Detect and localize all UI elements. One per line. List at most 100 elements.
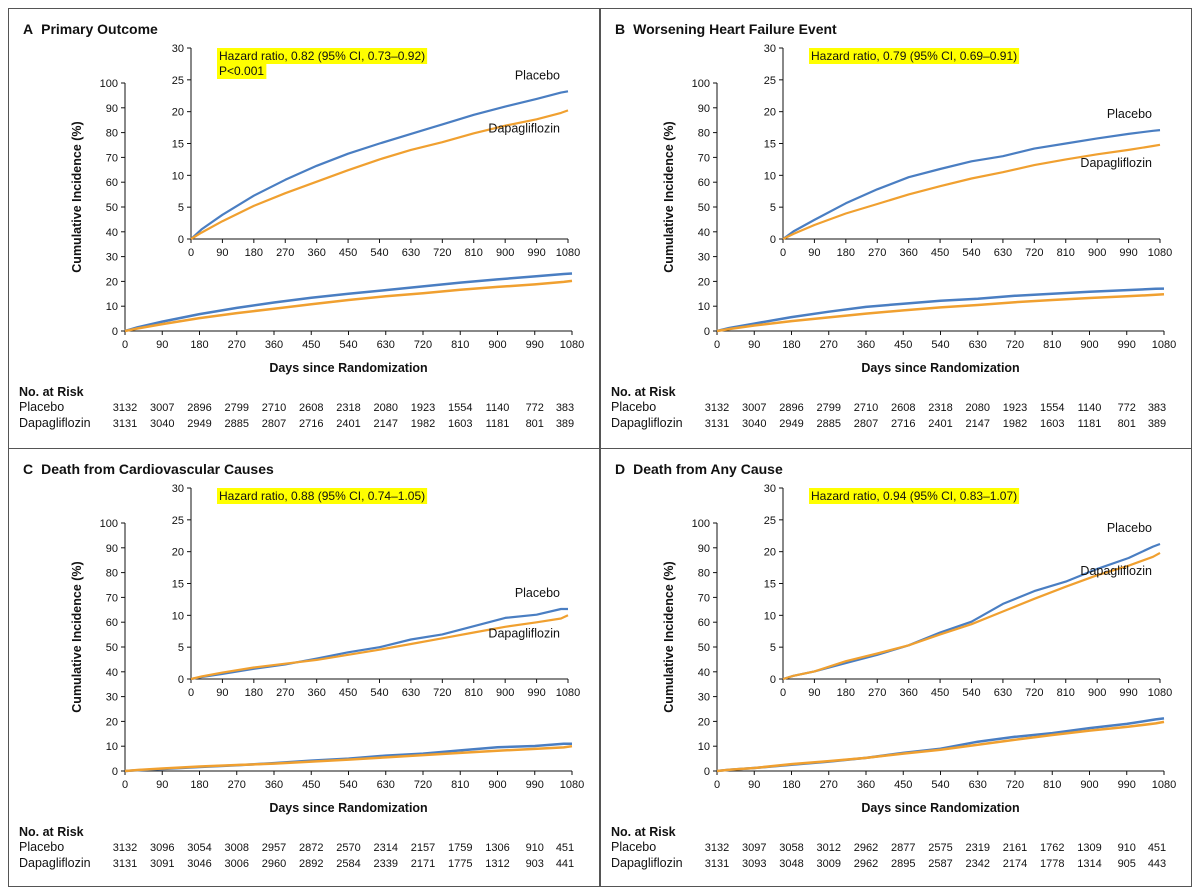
inset-y-tick-label: 10 <box>172 610 184 622</box>
main-x-tick-label: 720 <box>1006 779 1024 791</box>
panel-title-text: Worsening Heart Failure Event <box>633 21 837 37</box>
main-x-tick-label: 180 <box>190 339 208 351</box>
y-axis-title: Cumulative Incidence (%) <box>70 561 84 712</box>
at-risk-value: 1314 <box>1077 858 1101 870</box>
main-x-tick-label: 900 <box>1080 339 1098 351</box>
panel-title-text: Death from Any Cause <box>633 461 783 477</box>
series-label-placebo: Placebo <box>1107 521 1152 535</box>
main-y-tick-label: 90 <box>698 543 710 555</box>
inset-x-tick-label: 630 <box>994 247 1012 259</box>
at-risk-value: 1923 <box>411 402 435 414</box>
at-risk-value: 910 <box>1118 842 1136 854</box>
inset-x-tick-label: 990 <box>527 247 545 259</box>
x-axis-title: Days since Randomization <box>269 361 427 375</box>
at-risk-value: 3006 <box>225 858 249 870</box>
at-risk-row-label: Placebo <box>19 840 64 854</box>
hazard-ratio-text: Hazard ratio, 0.82 (95% CI, 0.73–0.92) <box>219 49 425 63</box>
inset-x-tick-label: 900 <box>496 687 514 699</box>
at-risk-value: 2807 <box>854 418 878 430</box>
at-risk-value: 451 <box>1148 842 1166 854</box>
panel-d: D Death from Any Cause 0 10 20 30 40 50 60 70 80 9… <box>600 448 1192 887</box>
at-risk-value: 1778 <box>1040 858 1064 870</box>
hazard-ratio-highlight <box>217 63 267 79</box>
at-risk-row-label: Dapagliflozin <box>611 416 683 430</box>
main-y-tick-label: 30 <box>698 252 710 264</box>
at-risk-value: 451 <box>556 842 574 854</box>
main-x-tick-label: 630 <box>969 779 987 791</box>
at-risk-value: 2872 <box>299 842 323 854</box>
at-risk-value: 3132 <box>113 842 137 854</box>
at-risk-value: 2314 <box>374 842 398 854</box>
at-risk-value: 3097 <box>742 842 766 854</box>
inset-x-tick-label: 270 <box>868 687 886 699</box>
at-risk-value: 2161 <box>1003 842 1027 854</box>
inset-y-tick-label: 25 <box>172 515 184 527</box>
at-risk-value: 2147 <box>966 418 990 430</box>
inset-series-line-placebo <box>782 129 1161 240</box>
inset-y-tick-label: 10 <box>172 170 184 182</box>
series-label-placebo: Placebo <box>515 586 560 600</box>
inset-series-line-placebo <box>190 607 568 681</box>
inset-x-tick-label: 810 <box>465 247 483 259</box>
inset-x-tick-label: 90 <box>808 247 820 259</box>
hazard-ratio-highlight <box>809 48 1020 64</box>
inset-x-tick-label: 90 <box>808 687 820 699</box>
inset-x-tick-label: 450 <box>339 247 357 259</box>
at-risk-value: 3091 <box>150 858 174 870</box>
y-axis-title: Cumulative Incidence (%) <box>70 121 84 272</box>
at-risk-value: 3008 <box>225 842 249 854</box>
y-axis-title: Cumulative Incidence (%) <box>662 561 676 712</box>
at-risk-value: 2885 <box>817 418 841 430</box>
inset-x-tick-label: 990 <box>1119 247 1137 259</box>
main-y-tick-label: 60 <box>106 177 118 189</box>
inset-x-tick-label: 720 <box>433 687 451 699</box>
at-risk-value: 3048 <box>779 858 803 870</box>
at-risk-value: 3132 <box>705 842 729 854</box>
main-x-tick-label: 450 <box>302 779 320 791</box>
inset-x-tick-label: 900 <box>1088 687 1106 699</box>
at-risk-value: 3007 <box>150 402 174 414</box>
inset-y-tick-label: 30 <box>172 483 184 495</box>
inset-y-tick-label: 30 <box>764 483 776 495</box>
inset-x-tick-label: 360 <box>899 687 917 699</box>
inset-x-tick-label: 540 <box>370 247 388 259</box>
panel-letter: A <box>23 21 34 37</box>
at-risk-value: 2587 <box>928 858 952 870</box>
at-risk-value: 2716 <box>891 418 915 430</box>
hazard-ratio-highlight <box>217 48 428 64</box>
inset-y-tick-label: 0 <box>770 234 776 246</box>
at-risk-value: 2799 <box>817 402 841 414</box>
main-x-tick-label: 630 <box>377 339 395 351</box>
inset-x-tick-label: 450 <box>339 687 357 699</box>
inset-x-tick-label: 1080 <box>1148 687 1172 699</box>
main-y-tick-label: 20 <box>106 276 118 288</box>
main-series-line-dapagliflozin <box>124 744 573 773</box>
at-risk-value: 3132 <box>705 402 729 414</box>
at-risk-value: 1181 <box>1078 418 1102 430</box>
main-y-tick-label: 40 <box>106 227 118 239</box>
at-risk-value: 3093 <box>742 858 766 870</box>
main-y-tick-label: 100 <box>100 78 118 90</box>
main-y-tick-label: 0 <box>704 766 710 778</box>
at-risk-value: 905 <box>1118 858 1136 870</box>
inset-x-tick-label: 270 <box>276 247 294 259</box>
at-risk-value: 1775 <box>448 858 472 870</box>
at-risk-value: 2896 <box>779 402 803 414</box>
inset-background <box>783 488 1160 679</box>
main-y-tick-label: 40 <box>698 227 710 239</box>
at-risk-value: 1603 <box>1040 418 1064 430</box>
at-risk-value: 2949 <box>779 418 803 430</box>
main-x-tick-label: 360 <box>857 339 875 351</box>
main-x-tick-label: 1080 <box>560 339 584 351</box>
inset-plot: 0 5 10 15 20 25 30 0 90 180 270 360 450 540 630 720 810 9… <box>764 483 1172 699</box>
at-risk-value: 2080 <box>966 402 990 414</box>
at-risk-value: 2342 <box>966 858 990 870</box>
main-x-tick-label: 450 <box>894 779 912 791</box>
inset-x-tick-label: 180 <box>245 687 263 699</box>
at-risk-value: 2080 <box>374 402 398 414</box>
